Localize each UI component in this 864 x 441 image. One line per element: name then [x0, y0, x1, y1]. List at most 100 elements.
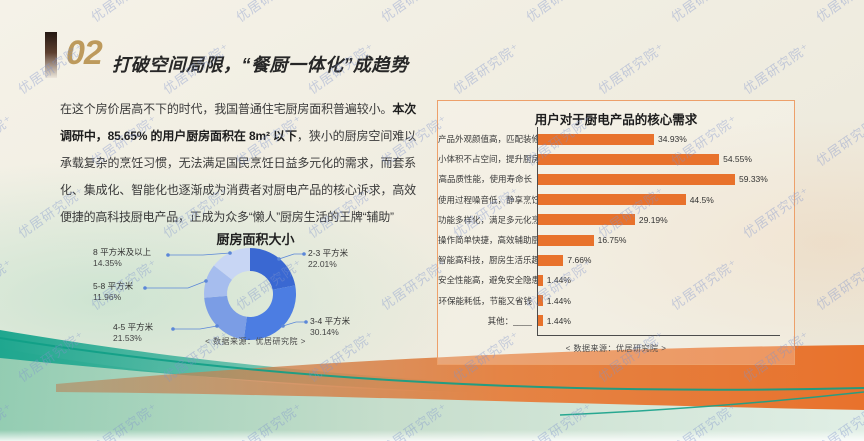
- donut-callout-label: 5-8 平方米 11.96%: [93, 281, 133, 303]
- bar-category-label: 其他：____: [487, 315, 532, 326]
- donut-slice-name: 4-5 平方米: [113, 322, 154, 332]
- donut-leader-dot: [228, 251, 232, 255]
- donut-callout-label: 8 平方米及以上 14.35%: [93, 247, 151, 269]
- watermark-text: 优居研究院⁺: [87, 0, 162, 26]
- donut-slice-name: 2-3 平方米: [308, 248, 349, 258]
- bar-category-label: 操作简单快捷，高效辅助厨艺发挥: [438, 235, 566, 246]
- donut-slice-percent: 14.35%: [93, 258, 122, 268]
- bar: [538, 254, 564, 266]
- page-title: 打破空间局限，“餐厨一体化”成趋势: [112, 55, 409, 75]
- watermark-text: 优居研究院⁺: [813, 399, 864, 441]
- donut-slice-name: 8 平方米及以上: [93, 247, 152, 257]
- donut-chart-svg: [143, 248, 308, 341]
- donut-leader-line: [145, 280, 207, 289]
- bar-row: 产品外观颜值高，匹配装修风格 34.93%: [438, 129, 794, 149]
- donut-leader-dot: [171, 327, 175, 331]
- bar: [538, 194, 686, 206]
- donut-callout-label: 3-4 平方米 30.14%: [310, 316, 350, 338]
- bar-category-label: 功能多样化，满足多元化烹饪需求: [438, 214, 566, 225]
- bar-value-label: 7.66%: [567, 255, 592, 266]
- watermark-text: 优居研究院⁺: [740, 39, 813, 97]
- bar-row: 智能高科技，厨房生活乐趣多 7.66%: [438, 250, 794, 270]
- donut-callout-label: 2-3 平方米 22.01%: [308, 248, 348, 270]
- intro-seg2-bold: 本次调研中，85.65% 的用户厨房面积在 8m² 以下: [60, 102, 416, 143]
- donut-leader-line: [168, 252, 231, 256]
- donut-slice: [204, 265, 232, 298]
- bar: [538, 274, 543, 286]
- donut-leader-dot: [143, 286, 147, 290]
- intro-seg3: ，狭小的厨房空间难以承载复杂的烹饪习惯，无法满足国民烹饪日益多元化的需求，而套系…: [60, 129, 416, 224]
- donut-leader-line: [173, 325, 218, 330]
- bar-value-label: 1.44%: [546, 315, 571, 326]
- watermark-text: 优居研究院⁺: [0, 255, 16, 313]
- watermark-text: 优居研究院⁺: [377, 0, 452, 26]
- bar-category-label: 小体积不占空间，提升厨房利用率: [438, 154, 566, 165]
- donut-slice-percent: 30.14%: [310, 327, 339, 337]
- watermark-text: 优居研究院⁺: [88, 399, 161, 441]
- intro-seg1: 在这个房价居高不下的时代，我国普通住宅厨房面积普遍较小。: [60, 102, 393, 116]
- bar-row: 高品质性能，使用寿命长 59.33%: [438, 169, 794, 189]
- bar-value-label: 54.55%: [723, 154, 752, 165]
- bar-value-label: 44.5%: [689, 194, 714, 205]
- donut-slice: [213, 248, 250, 280]
- bar-row: 安全性能高，避免安全隐患 1.44%: [438, 270, 794, 290]
- watermark-text: 优居研究院⁺: [232, 0, 307, 26]
- donut-slice: [250, 248, 296, 290]
- bar-category-label: 环保能耗低，节能又省钱: [438, 295, 532, 306]
- watermark-text: 优居研究院⁺: [450, 39, 523, 97]
- donut-slice: [204, 295, 247, 340]
- donut-leader-dot: [302, 252, 306, 256]
- bar-axis-baseline: [537, 335, 780, 336]
- intro-paragraph: 在这个房价居高不下的时代，我国普通住宅厨房面积普遍较小。本次调研中，85.65%…: [60, 96, 416, 231]
- bar-value-label: 16.75%: [597, 235, 627, 246]
- donut-source-caption: < 数据来源：优居研究院 >: [205, 337, 306, 346]
- watermark-text: 优居研究院⁺: [668, 399, 741, 441]
- watermark-text: 优居研究院⁺: [15, 327, 88, 385]
- donut-slice-name: 5-8 平方米: [93, 281, 134, 291]
- donut-leader-dot: [166, 253, 170, 257]
- donut-leader-line: [278, 253, 304, 260]
- bar: [538, 295, 543, 307]
- watermark-text: 优居研究院⁺: [233, 399, 306, 441]
- bar: [538, 214, 635, 226]
- watermark-text: 优居研究院⁺: [378, 399, 451, 441]
- watermark-text: 优居研究院⁺: [0, 0, 16, 26]
- donut-slice-percent: 21.53%: [113, 333, 142, 343]
- bar-row: 其他：____ 1.44%: [438, 311, 794, 331]
- watermark-text: 优居研究院⁺: [813, 255, 864, 313]
- bar-category-label: 使用过程噪音低，静享烹饪时光: [438, 194, 558, 205]
- bar-value-label: 59.33%: [739, 174, 768, 185]
- bar-row: 环保能耗低，节能又省钱 1.44%: [438, 291, 794, 311]
- donut-leader-dot: [304, 320, 308, 324]
- bar: [538, 153, 720, 165]
- donut-leader-line: [282, 321, 306, 327]
- watermark-text: 优居研究院⁺: [813, 111, 864, 169]
- donut-slice-name: 3-4 平方米: [310, 316, 351, 326]
- header-accent-bar: [45, 32, 57, 78]
- bar-value-label: 1.44%: [546, 295, 571, 306]
- bar-source-caption: < 数据来源：优居研究院 >: [565, 344, 667, 353]
- bar-value-label: 34.93%: [658, 134, 687, 145]
- donut-leader-dot: [281, 324, 285, 328]
- watermark-text: 优居研究院⁺: [0, 111, 16, 169]
- bar: [538, 315, 543, 327]
- bar-category-label: 高品质性能，使用寿命长: [438, 174, 532, 185]
- bar-chart-title: 用户对于厨电产品的核心需求: [534, 113, 698, 127]
- watermark-text: 优居研究院⁺: [522, 0, 597, 26]
- watermark-text: 优居研究院⁺: [523, 399, 596, 441]
- bar-category-label: 安全性能高，避免安全隐患: [438, 275, 541, 286]
- donut-chart-title: 厨房面积大小: [216, 232, 295, 247]
- bar-row: 使用过程噪音低，静享烹饪时光 44.5%: [438, 190, 794, 210]
- bar: [538, 173, 735, 185]
- watermark-text: 优居研究院⁺: [667, 0, 742, 26]
- bar-value-label: 1.44%: [546, 275, 571, 286]
- bar-axis-vertical: [537, 127, 538, 335]
- bar: [538, 133, 654, 145]
- bar-category-label: 智能高科技，厨房生活乐趣多: [438, 255, 549, 266]
- bar-row: 操作简单快捷，高效辅助厨艺发挥 16.75%: [438, 230, 794, 250]
- donut-slice-percent: 11.96%: [93, 292, 122, 302]
- watermark-text: 优居研究院⁺: [595, 39, 668, 97]
- bar: [538, 234, 594, 246]
- donut-leader-dot: [277, 257, 281, 261]
